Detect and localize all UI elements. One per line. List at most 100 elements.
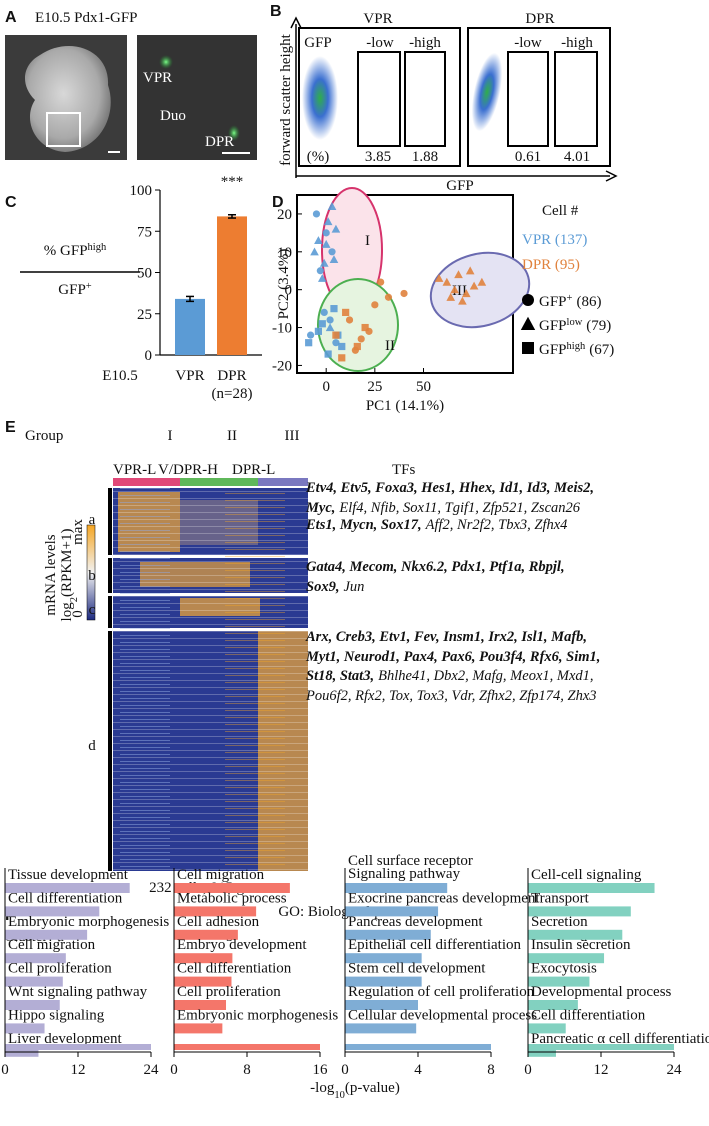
category-label: Epithelial cell differentiation — [348, 937, 521, 953]
bar — [345, 929, 431, 940]
y-label-part: GFP — [58, 282, 86, 298]
category-label: Cell migration — [177, 867, 265, 883]
point — [320, 308, 328, 317]
gfp-spot — [159, 55, 173, 69]
gut-image — [137, 35, 257, 160]
y-tick-label: 0 — [145, 348, 153, 364]
unit-label: (%) — [307, 149, 330, 165]
bar — [174, 1000, 227, 1010]
x-tick-label: 12 — [594, 1062, 609, 1078]
bar — [528, 906, 631, 917]
group-ellipse — [429, 251, 531, 329]
bar — [528, 1000, 578, 1010]
x-axis-label-part: 10 — [334, 1090, 345, 1101]
y-tick-label: 10 — [277, 245, 292, 261]
bar — [345, 906, 439, 917]
point — [323, 217, 333, 226]
bar — [5, 976, 63, 987]
cluster-bar — [108, 558, 112, 593]
legend-entry-part: high — [567, 341, 586, 352]
y-label: % GFPhigh — [44, 242, 107, 260]
group-number: III — [285, 428, 300, 444]
group-title: Group — [25, 428, 63, 444]
point — [400, 289, 408, 298]
category-label: Stem cell development — [348, 961, 486, 977]
panel-label: C — [5, 194, 17, 211]
point — [330, 305, 338, 313]
legend-title: Cell # — [542, 203, 579, 219]
tf-list: Etv4, Etv5, Foxa3, Hes1, Hhex, Id1, Id3,… — [306, 479, 606, 518]
percentage: 1.88 — [412, 149, 438, 165]
category-label: Developmental process — [531, 984, 672, 1000]
group-name: V/DPR-H — [158, 462, 218, 478]
x-axis-label-part: (p-value) — [345, 1080, 400, 1096]
colorbar-unit-part: (RPKM+1) — [59, 529, 75, 597]
legend-entry-part: low — [567, 317, 583, 328]
tf-list: Ets1, Mycn, Sox17, Aff2, Nr2f2, Tbx3, Zfh… — [306, 516, 606, 536]
x-tick-label: 0 — [170, 1062, 178, 1078]
tf-bold: Ets1, Mycn, Sox17, — [306, 517, 422, 533]
y-tick-label: 75 — [137, 224, 152, 240]
category-label: Cell adhesion — [177, 914, 260, 930]
legend-entry: VPR (137) — [522, 232, 587, 248]
point — [328, 248, 336, 256]
x-tick-label: 0 — [322, 379, 330, 395]
x-tick-label: 16 — [313, 1062, 329, 1078]
tf-rest: Elf4, Nfib, Sox11, Tgif1, Zfp521, Zscan2… — [339, 499, 580, 516]
group-label: I — [365, 233, 370, 249]
point — [338, 354, 346, 362]
point — [384, 293, 393, 301]
color-bar — [86, 524, 96, 621]
y-tick-label: 100 — [130, 183, 153, 199]
cluster-bar — [108, 596, 112, 628]
category-label: Metabolic process — [177, 890, 287, 906]
point — [353, 342, 361, 351]
point — [458, 296, 467, 305]
gate — [554, 51, 598, 147]
point — [461, 289, 471, 298]
category-label: Regulation of cell proliferation — [348, 984, 535, 1000]
y-label-part: high — [88, 242, 107, 253]
cluster-label: d — [88, 738, 96, 754]
plot-title: VPR — [363, 11, 392, 27]
significance: *** — [221, 174, 244, 190]
category-label: Exocytosis — [531, 961, 597, 977]
group-label: II — [385, 338, 395, 354]
point — [331, 224, 341, 233]
gate — [404, 51, 446, 147]
bar — [528, 1023, 566, 1034]
x-tick-label: DPR — [217, 368, 246, 384]
tf-rest: Bhlhe41, Dbx2, Mafg, Meox1, Mxd1, Pou6f2… — [306, 668, 597, 704]
y-tick-label: 50 — [137, 266, 152, 282]
y-tick-label: -20 — [272, 358, 292, 374]
cluster-label: b — [88, 568, 96, 584]
bar — [345, 1000, 418, 1010]
category-label: Insulin secretion — [531, 937, 631, 953]
bar — [345, 976, 422, 987]
panel-title: E10.5 Pdx1-GFP — [35, 10, 138, 26]
axis-label: GFP — [446, 178, 474, 194]
point — [326, 316, 334, 324]
point — [319, 258, 329, 267]
percentage: 4.01 — [564, 149, 590, 165]
y-tick-label: 25 — [137, 307, 152, 323]
category-label: Cell surface receptor — [348, 853, 473, 869]
legend-entry-part: (67) — [589, 342, 614, 358]
legend-entry: GFP+ (86) — [539, 293, 601, 311]
group-number: II — [227, 428, 237, 444]
point — [307, 331, 315, 339]
heatmap-texture — [113, 488, 308, 871]
image-label: Duo — [160, 108, 186, 124]
group-name: DPR-L — [232, 462, 275, 478]
point — [316, 267, 324, 275]
cell-cloud — [471, 52, 503, 132]
x-tick-label: 12 — [71, 1062, 86, 1078]
y-label-part: + — [86, 281, 92, 292]
point — [465, 266, 475, 275]
tf-list: Arx, Creb3, Etv1, Fev, Insm1, Irx2, Isl1… — [306, 628, 606, 706]
y-tick-label: -10 — [272, 321, 292, 337]
cell-cloud — [302, 56, 338, 140]
x-tick-label: VPR — [175, 368, 204, 384]
category-label: Cellular developmental process — [348, 1007, 537, 1023]
y-tick-label: 0 — [285, 283, 293, 299]
